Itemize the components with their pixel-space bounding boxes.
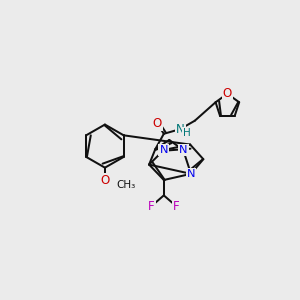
Text: F: F [173, 200, 179, 213]
Text: N: N [187, 169, 195, 179]
Text: CH₃: CH₃ [116, 180, 136, 190]
Text: F: F [148, 200, 155, 213]
Text: N: N [179, 145, 188, 155]
Text: O: O [223, 87, 232, 100]
Text: O: O [100, 174, 110, 187]
Text: N: N [176, 123, 184, 136]
Text: N: N [160, 145, 168, 155]
Text: O: O [152, 116, 161, 130]
Text: H: H [183, 128, 191, 138]
